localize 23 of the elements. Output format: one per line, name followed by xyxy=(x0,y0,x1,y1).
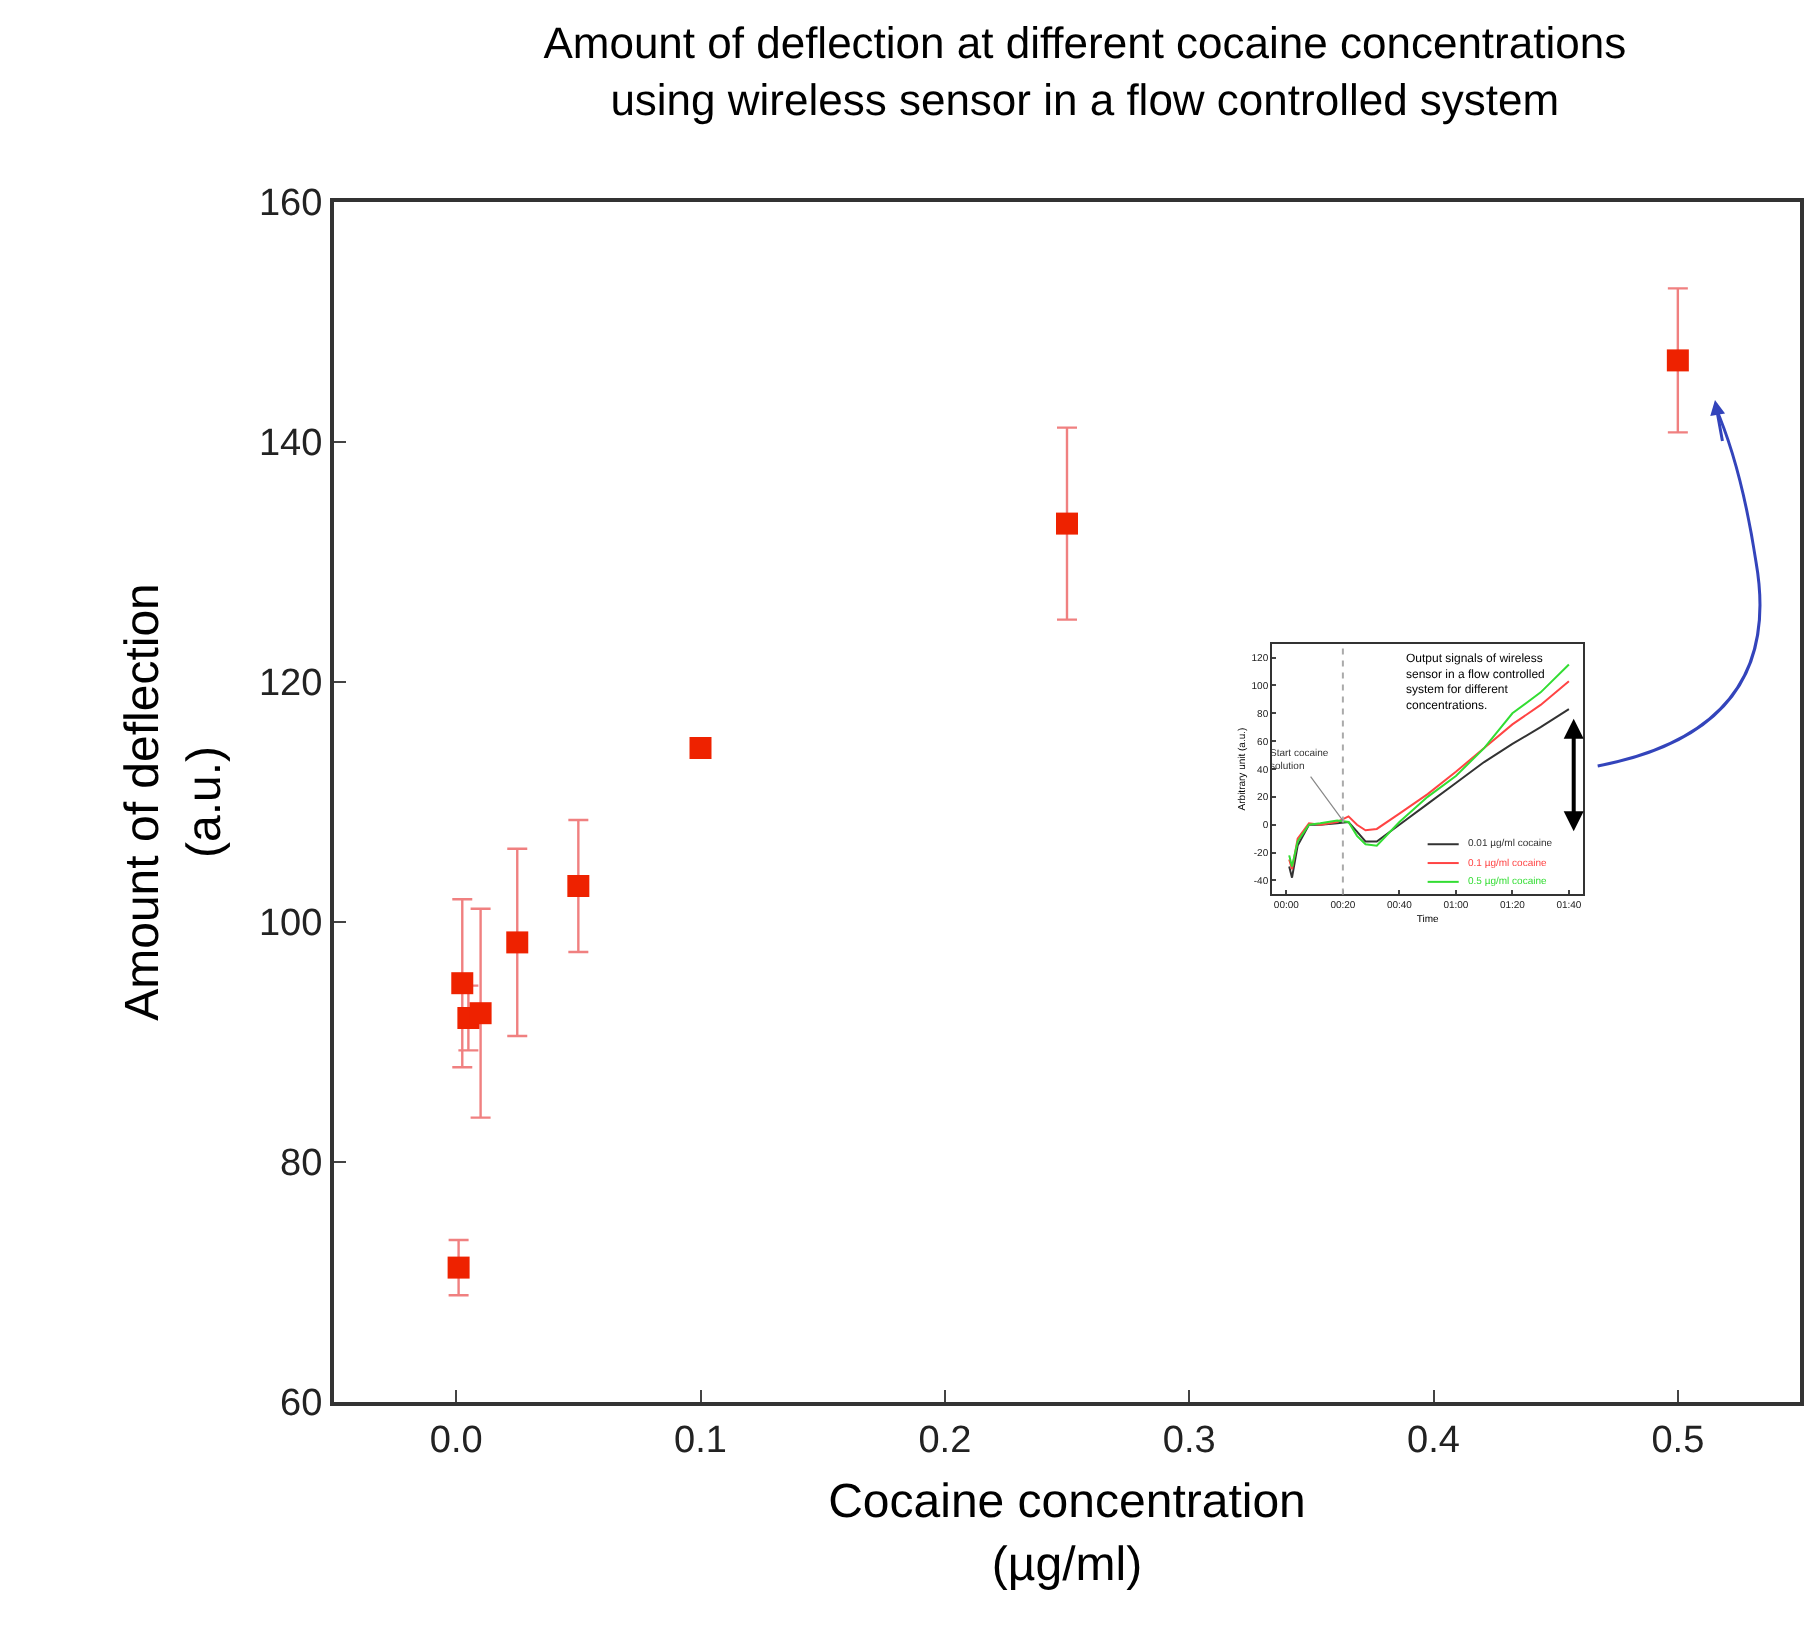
y-tick-label: 140 xyxy=(258,423,323,466)
point xyxy=(1666,349,1689,372)
x-tick-label: 0.5 xyxy=(1651,1419,1705,1462)
y-axis-title: Amount of deflection (a.u.) xyxy=(115,583,233,1021)
point xyxy=(689,737,712,759)
x-tick-label: 0.0 xyxy=(429,1419,483,1462)
point xyxy=(567,875,590,897)
x-tick-label: 0.2 xyxy=(918,1419,972,1462)
y-tick-label: 120 xyxy=(258,663,323,706)
y-tick-label: 80 xyxy=(280,1143,323,1186)
x-tick-label: 0.1 xyxy=(674,1419,727,1462)
point xyxy=(451,972,474,995)
x-axis-title: Cocaine concentration (µg/ml) xyxy=(828,1475,1306,1592)
x-tick-label: 0.4 xyxy=(1407,1419,1461,1462)
y-tick-label: 160 xyxy=(258,183,323,226)
chart-title: Amount of deflection at different cocaine concentrations using wireless sensor in a flow controlled system xyxy=(543,17,1627,125)
x-tick-label: 0.3 xyxy=(1162,1419,1216,1462)
y-tick-label: 60 xyxy=(280,1383,323,1426)
y-tick-label: 100 xyxy=(258,903,323,946)
point xyxy=(506,931,529,954)
point xyxy=(469,1002,492,1025)
point xyxy=(447,1256,470,1279)
point xyxy=(1056,512,1078,535)
